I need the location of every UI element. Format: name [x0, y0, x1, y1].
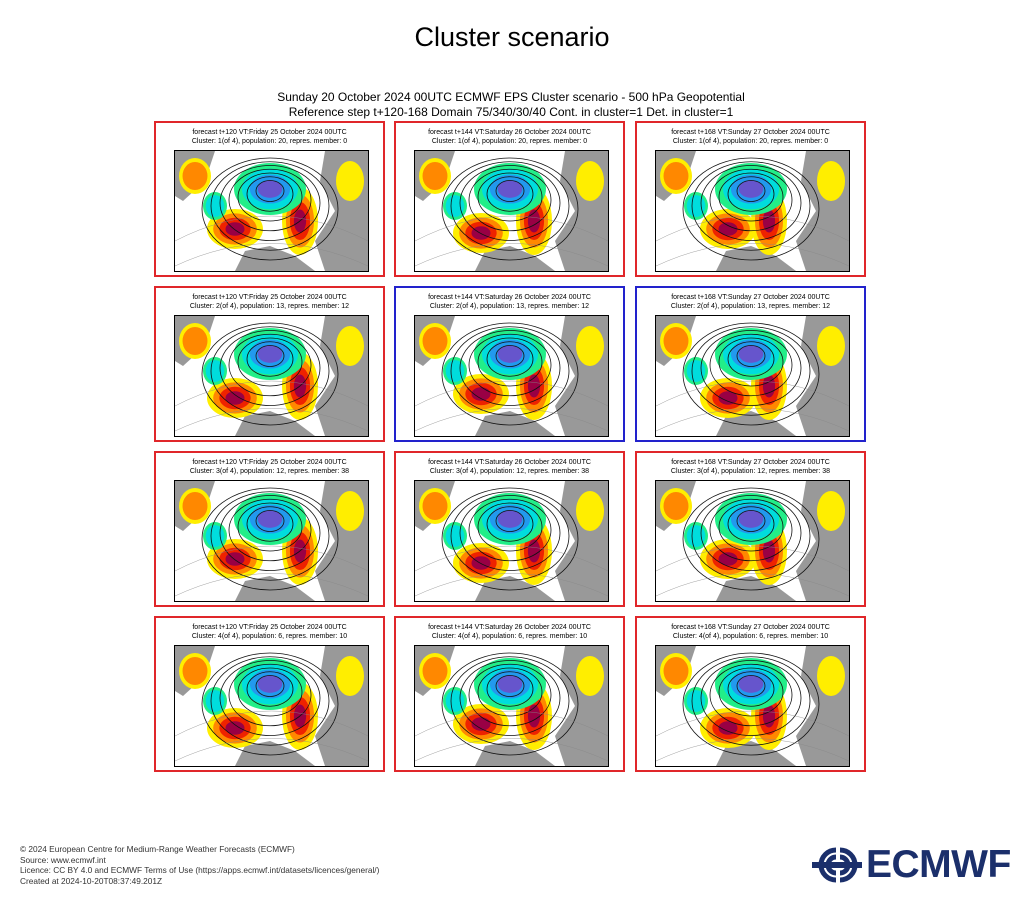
panel-forecast-label: forecast t+168 VT:Sunday 27 October 2024…: [671, 624, 830, 631]
map-canvas: [175, 151, 368, 271]
geopotential-map: [174, 150, 369, 272]
panel-cluster-label: Cluster: 3(of 4), population: 12, repres…: [670, 468, 831, 475]
panel-forecast-label: forecast t+144 VT:Saturday 26 October 20…: [428, 459, 591, 466]
geopotential-map: [655, 480, 850, 602]
footer-copyright: © 2024 European Centre for Medium-Range …: [20, 844, 295, 854]
map-canvas: [415, 316, 608, 436]
geopotential-map: [655, 315, 850, 437]
panel-cluster-label: Cluster: 3(of 4), population: 12, repres…: [189, 468, 350, 475]
map-canvas: [656, 481, 849, 601]
panel-forecast-label: forecast t+120 VT:Friday 25 October 2024…: [192, 624, 347, 631]
geopotential-map: [174, 645, 369, 767]
footer-created: Created at 2024-10-20T08:37:49.201Z: [20, 875, 163, 886]
geopotential-map: [655, 645, 850, 767]
figure-title: Sunday 20 October 2024 00UTC ECMWF EPS C…: [277, 90, 745, 104]
cluster-panel[interactable]: forecast t+168 VT:Sunday 27 October 2024…: [635, 616, 866, 772]
panel-cluster-label: Cluster: 4(of 4), population: 6, repres.…: [191, 633, 348, 640]
panel-cluster-label: Cluster: 1(of 4), population: 20, repres…: [672, 138, 829, 145]
panel-forecast-label: forecast t+168 VT:Sunday 27 October 2024…: [671, 459, 830, 466]
cluster-panel[interactable]: forecast t+144 VT:Saturday 26 October 20…: [394, 616, 625, 772]
map-canvas: [415, 151, 608, 271]
panel-cluster-label: Cluster: 2(of 4), population: 13, repres…: [189, 303, 350, 310]
cluster-panel[interactable]: forecast t+168 VT:Sunday 27 October 2024…: [635, 451, 866, 607]
panel-cluster-label: Cluster: 2(of 4), population: 13, repres…: [429, 303, 590, 310]
footer-licence: Licence: CC BY 4.0 and ECMWF Terms of Us…: [20, 865, 380, 875]
cluster-panel[interactable]: forecast t+144 VT:Saturday 26 October 20…: [394, 451, 625, 607]
cluster-panel-selected[interactable]: forecast t+168 VT:Sunday 27 October 2024…: [635, 286, 866, 442]
cluster-panel[interactable]: forecast t+144 VT:Saturday 26 October 20…: [394, 121, 625, 277]
cluster-panel[interactable]: forecast t+120 VT:Friday 25 October 2024…: [154, 616, 385, 772]
figure-subtitle: Reference step t+120-168 Domain 75/340/3…: [288, 105, 734, 119]
footer-source: Source: www.ecmwf.int: [20, 854, 106, 865]
panel-forecast-label: forecast t+120 VT:Friday 25 October 2024…: [192, 459, 347, 466]
panel-forecast-label: forecast t+144 VT:Saturday 26 October 20…: [428, 294, 591, 301]
cluster-panel[interactable]: forecast t+120 VT:Friday 25 October 2024…: [154, 286, 385, 442]
cluster-panel[interactable]: forecast t+120 VT:Friday 25 October 2024…: [154, 121, 385, 277]
panel-cluster-label: Cluster: 3(of 4), population: 12, repres…: [429, 468, 590, 475]
ecmwf-logo-icon: [812, 847, 862, 883]
map-canvas: [656, 316, 849, 436]
panel-forecast-label: forecast t+144 VT:Saturday 26 October 20…: [428, 129, 591, 136]
map-canvas: [656, 646, 849, 766]
geopotential-map: [414, 150, 609, 272]
map-canvas: [415, 481, 608, 601]
panel-cluster-label: Cluster: 2(of 4), population: 13, repres…: [670, 303, 831, 310]
cluster-panel[interactable]: forecast t+120 VT:Friday 25 October 2024…: [154, 451, 385, 607]
ecmwf-logo: ECMWF: [812, 843, 1012, 886]
map-canvas: [175, 646, 368, 766]
map-canvas: [656, 151, 849, 271]
cluster-panel[interactable]: forecast t+168 VT:Sunday 27 October 2024…: [635, 121, 866, 277]
page-title: Cluster scenario: [414, 22, 610, 52]
ecmwf-logo-text: ECMWF: [866, 843, 1011, 886]
panel-cluster-label: Cluster: 1(of 4), population: 20, repres…: [431, 138, 588, 145]
map-canvas: [415, 646, 608, 766]
geopotential-map: [174, 480, 369, 602]
geopotential-map: [414, 480, 609, 602]
map-canvas: [175, 316, 368, 436]
geopotential-map: [414, 315, 609, 437]
panel-forecast-label: forecast t+120 VT:Friday 25 October 2024…: [192, 129, 347, 136]
panel-forecast-label: forecast t+168 VT:Sunday 27 October 2024…: [671, 129, 830, 136]
panel-forecast-label: forecast t+120 VT:Friday 25 October 2024…: [192, 294, 347, 301]
footer: © 2024 European Centre for Medium-Range …: [20, 844, 379, 886]
panel-cluster-label: Cluster: 1(of 4), population: 20, repres…: [191, 138, 348, 145]
map-canvas: [175, 481, 368, 601]
panel-cluster-label: Cluster: 4(of 4), population: 6, repres.…: [672, 633, 829, 640]
geopotential-map: [655, 150, 850, 272]
panel-forecast-label: forecast t+144 VT:Saturday 26 October 20…: [428, 624, 591, 631]
cluster-panel-grid: forecast t+120 VT:Friday 25 October 2024…: [154, 121, 872, 778]
panel-cluster-label: Cluster: 4(of 4), population: 6, repres.…: [431, 633, 588, 640]
panel-forecast-label: forecast t+168 VT:Sunday 27 October 2024…: [671, 294, 830, 301]
geopotential-map: [414, 645, 609, 767]
cluster-panel-selected[interactable]: forecast t+144 VT:Saturday 26 October 20…: [394, 286, 625, 442]
geopotential-map: [174, 315, 369, 437]
